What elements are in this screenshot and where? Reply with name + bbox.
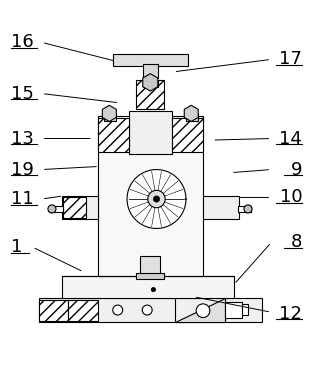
Polygon shape <box>102 105 116 121</box>
Polygon shape <box>143 74 158 91</box>
Bar <box>136 273 164 279</box>
Bar <box>104 113 115 121</box>
Text: 11: 11 <box>11 190 33 208</box>
Circle shape <box>151 287 156 292</box>
Bar <box>113 54 187 66</box>
Bar <box>62 196 98 219</box>
Bar <box>172 118 203 152</box>
Bar <box>203 196 239 219</box>
Bar <box>68 299 98 321</box>
Text: 12: 12 <box>280 305 302 323</box>
Bar <box>238 206 251 212</box>
Circle shape <box>153 196 160 202</box>
Text: 8: 8 <box>291 233 302 251</box>
Circle shape <box>244 205 252 213</box>
Polygon shape <box>175 298 225 321</box>
Bar <box>186 113 198 121</box>
Circle shape <box>196 304 210 317</box>
Text: 15: 15 <box>11 84 33 102</box>
Text: 13: 13 <box>11 130 33 148</box>
Bar <box>98 116 203 276</box>
Text: 14: 14 <box>280 130 302 148</box>
Circle shape <box>148 190 165 208</box>
Bar <box>140 256 160 276</box>
Text: 1: 1 <box>11 238 22 256</box>
Bar <box>225 302 242 317</box>
Bar <box>38 299 68 321</box>
Bar <box>142 64 158 78</box>
Text: 17: 17 <box>280 50 302 68</box>
Bar <box>49 206 63 212</box>
Text: 10: 10 <box>280 189 302 207</box>
Circle shape <box>113 305 123 315</box>
Bar <box>175 298 225 321</box>
Circle shape <box>142 305 152 315</box>
Bar <box>38 298 262 321</box>
Bar <box>63 197 86 218</box>
Bar <box>242 305 248 315</box>
Bar <box>98 118 129 152</box>
Bar <box>143 81 158 87</box>
Bar <box>129 110 172 154</box>
Circle shape <box>48 205 56 213</box>
Text: 16: 16 <box>11 33 33 51</box>
Polygon shape <box>127 170 186 229</box>
Bar <box>136 80 164 109</box>
Text: 9: 9 <box>291 160 302 178</box>
Text: 19: 19 <box>11 160 33 178</box>
Bar <box>62 276 234 298</box>
Polygon shape <box>184 105 198 121</box>
